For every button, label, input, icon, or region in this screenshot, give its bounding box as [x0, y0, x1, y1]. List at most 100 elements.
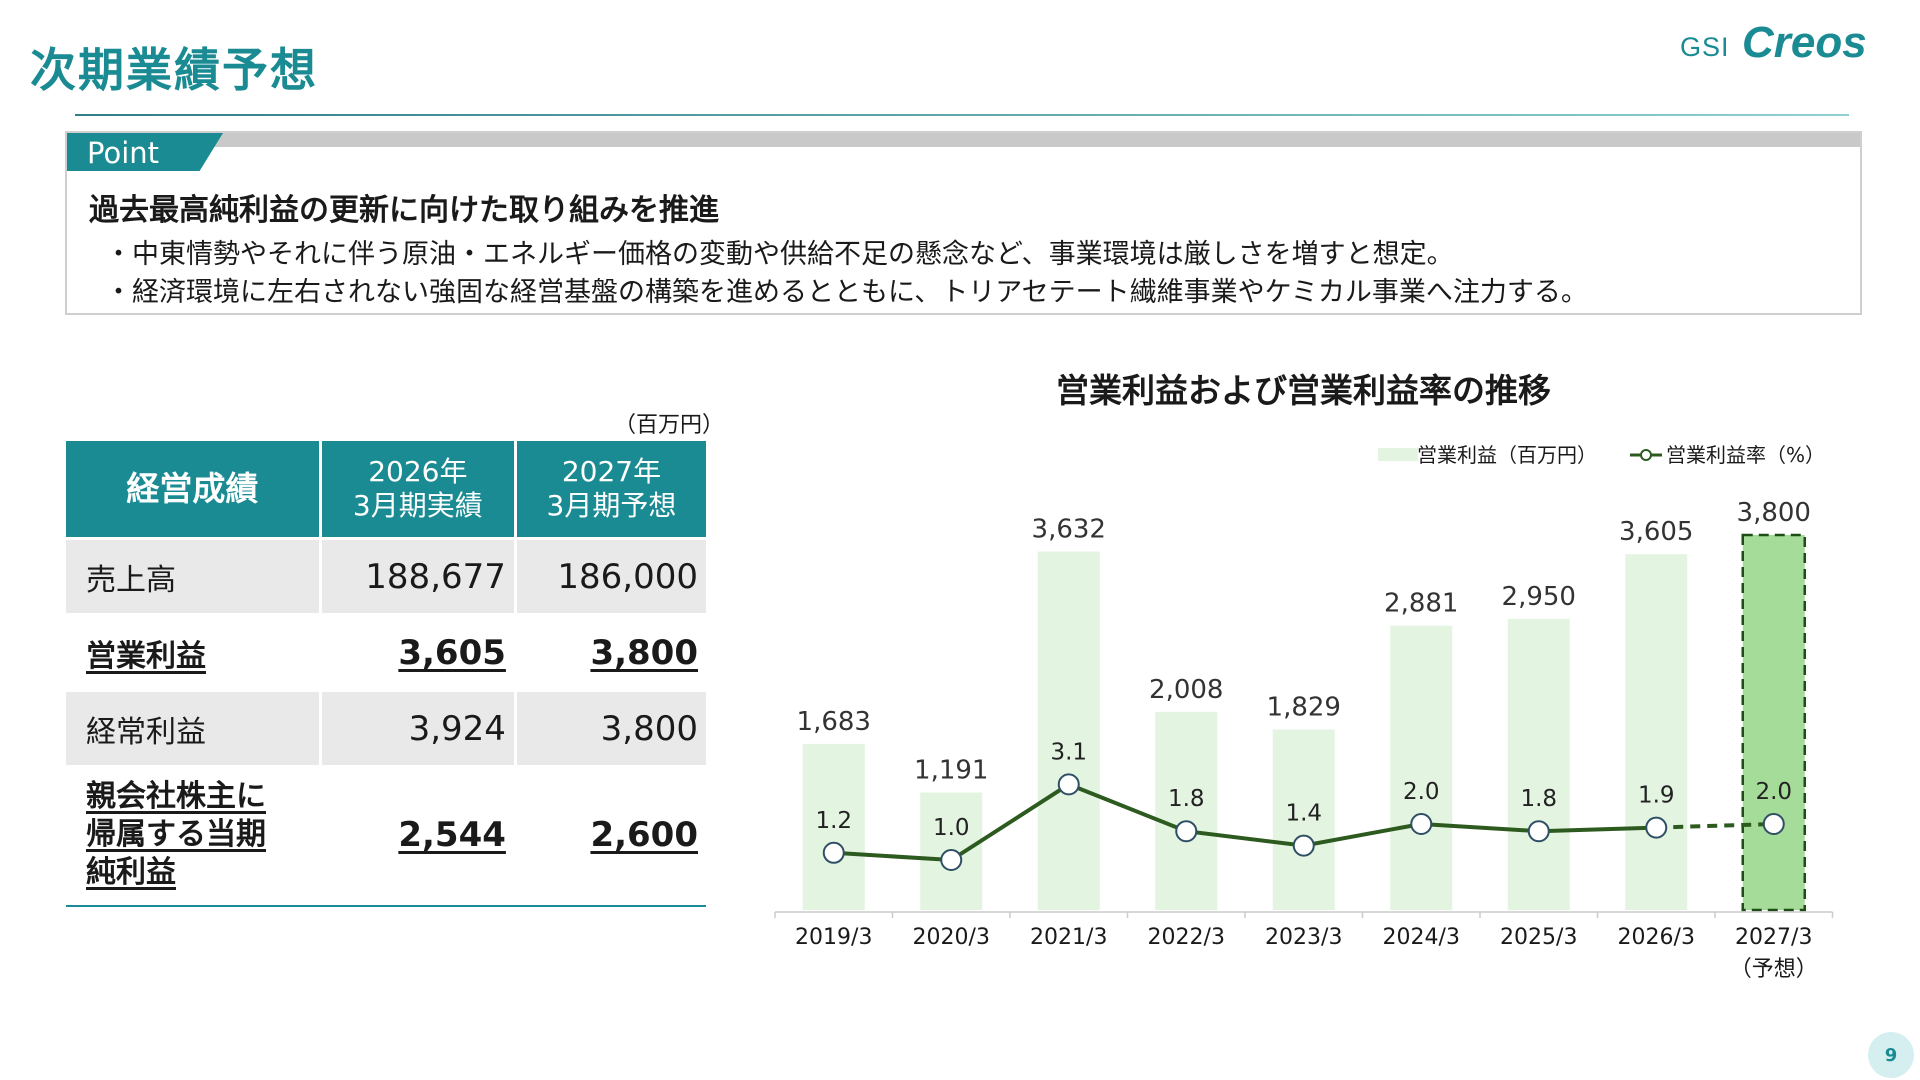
point-label: Point	[87, 136, 160, 170]
row-label-operating-profit: 営業利益	[86, 638, 206, 674]
header-divider	[75, 114, 1849, 116]
table-header-2026: 2026年 3月期実績	[321, 441, 514, 537]
line-point	[1527, 820, 1550, 843]
category-label: 2021/3	[1030, 925, 1107, 950]
table-header-metric: 経営成績	[66, 441, 319, 537]
row-value-2026: 3,924	[321, 692, 514, 765]
bar	[1625, 554, 1688, 910]
company-logo: GSI Creos	[1680, 18, 1890, 68]
logo-name: Creos	[1742, 18, 1867, 67]
table-header-2027: 2027年 3月期予想	[516, 441, 706, 537]
category-label: 2019/3	[795, 925, 872, 950]
forecast-note: （予想）	[1730, 957, 1818, 982]
table-row: 売上高 188,677 186,000	[66, 540, 706, 613]
bar-value-label: 2,950	[1502, 582, 1576, 612]
line-point	[822, 841, 845, 864]
row-value-2027: 3,800	[590, 632, 698, 673]
bar	[1741, 533, 1806, 912]
line-point	[940, 849, 963, 871]
bar-value-label: 2,008	[1149, 675, 1223, 705]
line-point-label: 1.4	[1285, 801, 1322, 827]
row-value-2026: 3,605	[398, 632, 506, 673]
legend-bar-label: 営業利益（百万円）	[1417, 443, 1597, 467]
line-point-label: 1.0	[933, 815, 970, 841]
category-label: 2024/3	[1383, 925, 1460, 950]
point-box: Point 過去最高純利益の更新に向けた取り組みを推進 ・中東情勢やそれに伴う原…	[65, 131, 1862, 315]
row-value-2027: 2,600	[590, 815, 698, 855]
table-row: 経常利益 3,924 3,800	[66, 692, 706, 765]
row-value-cell: 2,544	[322, 768, 514, 902]
table-bottom-rule	[66, 905, 706, 907]
table-header-2027-year: 2027年	[561, 455, 662, 488]
page-number: 9	[1868, 1032, 1914, 1078]
line-point	[1057, 773, 1080, 796]
category-label: 2022/3	[1148, 925, 1225, 950]
table-row: 親会社株主に 帰属する当期 純利益 2,544 2,600	[66, 768, 706, 902]
operating-profit-chart: 営業利益（百万円） 営業利益率（%） 1,683 1,191 3,632 2,008 1,8…	[760, 430, 1880, 990]
bar	[1507, 618, 1570, 910]
performance-table: 経営成績 2026年 3月期実績 2027年 3月期予想 売上高 188,677 1…	[66, 441, 706, 902]
legend-bar-swatch	[1378, 448, 1418, 461]
category-label: 2020/3	[913, 925, 990, 950]
table-unit-label: （百万円）	[614, 413, 725, 438]
table-row: 営業利益 3,605 3,800	[66, 616, 706, 689]
bar	[1155, 711, 1218, 910]
bar-value-label: 3,605	[1619, 517, 1693, 547]
line-point	[1175, 820, 1198, 843]
bar-value-label: 1,191	[914, 755, 988, 785]
row-label-cell: 営業利益	[66, 616, 319, 689]
bar	[1037, 551, 1100, 910]
row-value-cell: 3,605	[322, 616, 514, 689]
point-bullet: ・中東情勢やそれに伴う原油・エネルギー価格の変動や供給不足の懸念など、事業環境は…	[105, 239, 1454, 270]
bar	[1272, 729, 1335, 910]
category-label: 2023/3	[1265, 925, 1342, 950]
category-label: 2025/3	[1500, 925, 1577, 950]
row-label-net-income-line3: 純利益	[86, 855, 176, 890]
table-header-2026-period: 3月期実績	[352, 489, 483, 522]
line-point	[1645, 816, 1668, 839]
legend-line-marker	[1640, 449, 1652, 461]
row-value-2026: 2,544	[398, 815, 506, 855]
row-label-net-income-line2: 帰属する当期	[86, 817, 266, 852]
row-label-sales: 売上高	[66, 540, 319, 613]
bar-value-label: 3,800	[1737, 498, 1811, 528]
line-point-label: 1.8	[1168, 786, 1205, 812]
line-point-label: 1.8	[1520, 786, 1557, 812]
line-point	[1762, 813, 1785, 835]
bar	[1390, 625, 1453, 910]
row-label-net-income-line1: 親会社株主に	[86, 779, 266, 814]
line-series-forecast	[1656, 822, 1774, 830]
line-point	[1292, 834, 1315, 857]
line-point-label: 2.0	[1755, 779, 1792, 805]
line-point-label: 2.0	[1403, 779, 1440, 805]
row-label-ordinary-profit: 経常利益	[66, 692, 319, 765]
row-value-2026: 188,677	[321, 540, 514, 613]
line-point	[1410, 813, 1433, 835]
chart-title: 営業利益および営業利益率の推移	[1056, 371, 1551, 410]
point-heading: 過去最高純利益の更新に向けた取り組みを推進	[89, 193, 719, 228]
category-label: 2026/3	[1618, 925, 1695, 950]
line-series-actual	[833, 782, 1657, 863]
page-title: 次期業績予想	[30, 43, 318, 97]
bar-value-label: 3,632	[1032, 515, 1106, 545]
bar-value-label: 1,829	[1267, 693, 1341, 723]
legend-line-label: 営業利益率（%）	[1666, 443, 1825, 467]
bar-value-label: 1,683	[797, 707, 871, 737]
row-value-cell: 3,800	[517, 616, 706, 689]
table-header-row: 経営成績 2026年 3月期実績 2027年 3月期予想	[66, 441, 706, 537]
table-header-2027-period: 3月期予想	[546, 489, 677, 522]
row-label-cell: 親会社株主に 帰属する当期 純利益	[66, 768, 319, 902]
line-point-label: 1.9	[1638, 783, 1675, 809]
chart-svg: 営業利益（百万円） 営業利益率（%） 1,683 1,191 3,632 2,008 1,8…	[774, 443, 1834, 982]
point-tab: Point	[67, 133, 223, 171]
category-label: 2027/3	[1735, 925, 1812, 950]
row-value-2027: 3,800	[516, 692, 706, 765]
bar-value-label: 2,881	[1384, 589, 1458, 619]
logo-prefix: GSI	[1680, 32, 1730, 62]
line-point-label: 3.1	[1050, 739, 1087, 765]
row-value-cell: 2,600	[517, 768, 706, 902]
line-point-label: 1.2	[815, 808, 852, 834]
table-header-2026-year: 2026年	[368, 455, 468, 488]
bar	[802, 743, 865, 910]
point-box-top-bar	[67, 133, 1860, 147]
